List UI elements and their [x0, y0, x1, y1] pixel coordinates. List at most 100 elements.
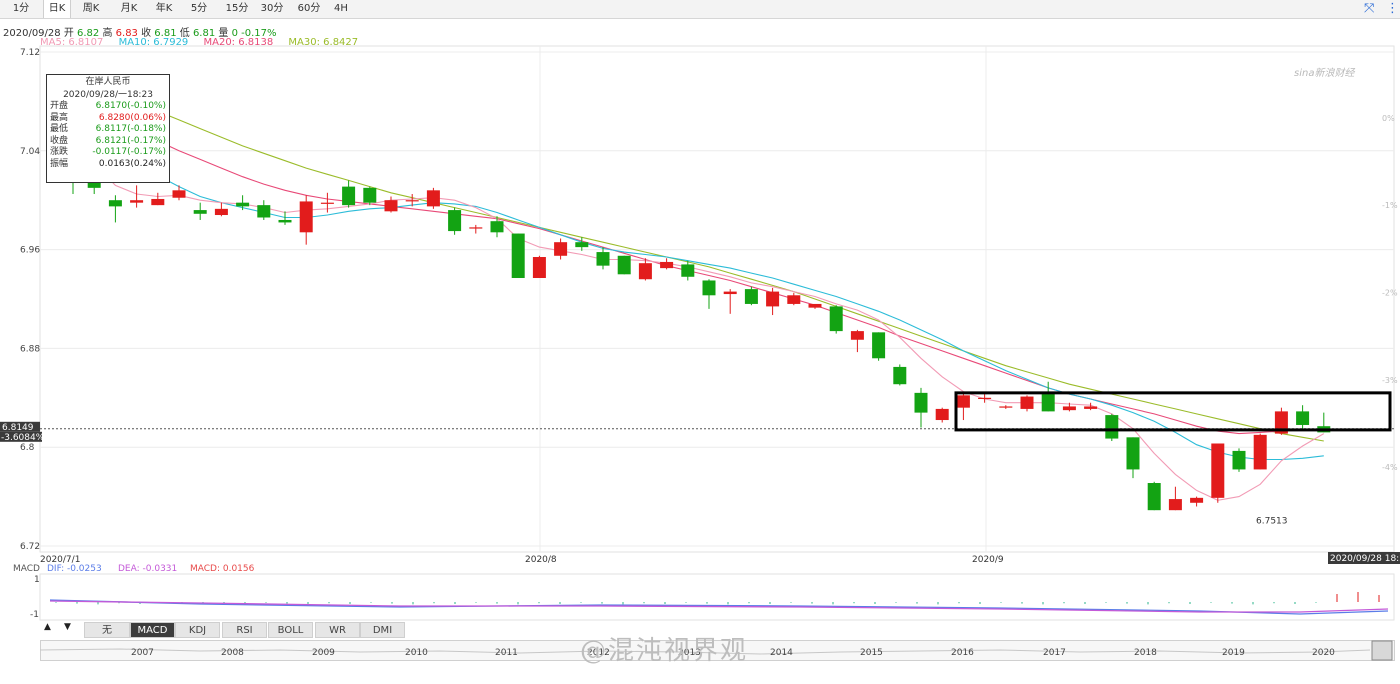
navigator-year-label: 2015 — [860, 648, 883, 658]
candle-body — [299, 201, 313, 233]
macd-dif-line — [49, 599, 1389, 615]
y-tick-label: 6.88 — [20, 344, 40, 354]
tooltip-title: 在岸人民币 — [85, 77, 131, 87]
tab-8[interactable]: 60分 — [297, 3, 321, 14]
candle-body — [151, 198, 165, 206]
candle-body — [829, 306, 843, 332]
fullscreen-icon[interactable]: ⤧ — [1364, 1, 1375, 16]
tab-1[interactable]: 日K — [43, 0, 71, 18]
macd-panel — [39, 573, 1395, 621]
tooltip-row: 开盘 6.8170(-0.10%) — [47, 101, 169, 113]
candle-body — [681, 264, 695, 277]
candle-body — [320, 202, 334, 204]
current-price-text: 6.8149 — [2, 423, 34, 433]
candle-body — [808, 303, 822, 308]
candle-body — [130, 200, 144, 203]
x-axis-label: 2020/8 — [525, 555, 557, 565]
indicator-tab-wr[interactable]: WR — [315, 622, 360, 638]
tooltip-value: 6.8121(-0.17%) — [95, 135, 166, 146]
tooltip-row: 振幅 0.0163(0.24%) — [47, 159, 169, 171]
info-low: 6.81 — [192, 28, 216, 39]
navigator-year-label: 2018 — [1134, 648, 1157, 658]
candle-body — [554, 242, 568, 256]
navigator-year-label: 2019 — [1222, 648, 1245, 658]
x-axis-label: 2020/7/1 — [40, 555, 80, 565]
y-tick-label: 7.04 — [20, 147, 40, 157]
ma20-line — [72, 100, 1324, 435]
candle-body — [1190, 497, 1204, 503]
tooltip-key: 最高 — [50, 112, 69, 123]
info-volume: 0 — [231, 28, 238, 39]
more-menu-icon[interactable]: ⋮ — [1386, 1, 1399, 16]
tab-3[interactable]: 月K — [120, 3, 138, 14]
tooltip-row: 收盘 6.8121(-0.17%) — [47, 136, 169, 148]
info-date: 2020/09/28 — [3, 28, 61, 39]
tab-6[interactable]: 15分 — [225, 3, 249, 14]
candle-body — [257, 205, 271, 218]
scroll-up-arrow-icon[interactable]: ▲ — [44, 622, 51, 632]
indicator-tab-boll[interactable]: BOLL — [268, 622, 313, 638]
last-datetime-text: 2020/09/28 18:23 — [1330, 554, 1400, 564]
macd-dea-label: DEA: -0.0331 — [118, 564, 177, 574]
candle-body — [999, 406, 1013, 408]
navigator-year-label: 2020 — [1312, 648, 1335, 658]
candle-body — [1105, 415, 1119, 439]
candle-body — [638, 263, 652, 280]
candle-body — [1126, 437, 1140, 470]
tooltip-value: 6.8170(-0.10%) — [95, 101, 166, 111]
y-tick-label: 7.12 — [20, 48, 40, 58]
indicator-tab-bar: ▲ ▼ 无 MACD KDJ RSI BOLL WR DMI — [40, 621, 1400, 639]
candle-body — [214, 208, 228, 216]
period-tab-bar: ⤧ ⋮ 1分 日K 周K 月K 年K 5分 15分 30分 60分 4H — [0, 0, 1400, 19]
candle-body — [702, 280, 716, 296]
candle-body — [1041, 394, 1055, 412]
candle-body — [935, 408, 949, 421]
indicator-tab-dmi[interactable]: DMI — [360, 622, 405, 638]
candle-body — [1168, 499, 1182, 511]
tab-4[interactable]: 年K — [155, 3, 173, 14]
tooltip-key: 涨跌 — [50, 147, 69, 157]
candle-body — [384, 200, 398, 212]
indicator-tab-rsi[interactable]: RSI — [222, 622, 267, 638]
navigator-year-label: 2016 — [951, 648, 974, 658]
indicator-tab-macd[interactable]: MACD — [130, 622, 175, 638]
macd-dif-label: DIF: -0.0253 — [47, 564, 102, 574]
sina-finance-logo: sina新浪财经 — [1294, 68, 1355, 79]
candle-body — [532, 257, 546, 279]
candle-body — [1296, 411, 1310, 425]
info-open: 6.82 — [77, 28, 100, 39]
tab-7[interactable]: 30分 — [260, 3, 284, 14]
candle-body — [787, 295, 801, 304]
min-price-label: 6.7513 — [1256, 516, 1288, 526]
candle-body — [660, 261, 674, 269]
last-datetime-tag — [1328, 552, 1400, 564]
candle-body — [405, 200, 419, 202]
right-pct-tick: 0% — [1382, 114, 1395, 123]
tab-0[interactable]: 1分 — [12, 3, 30, 14]
tooltip-row: 涨跌 -0.0117(-0.17%) — [47, 147, 169, 159]
candle-body — [978, 397, 992, 399]
indicator-tab-无[interactable]: 无 — [84, 622, 130, 638]
candle-body — [956, 395, 970, 408]
navigator-year-label: 2011 — [495, 648, 518, 658]
tab-9[interactable]: 4H — [334, 3, 348, 14]
candle-body — [1062, 406, 1076, 411]
scroll-down-arrow-icon[interactable]: ▼ — [64, 622, 71, 632]
candle-body — [236, 202, 250, 207]
info-change: -0.17% — [241, 28, 277, 39]
candle-body — [893, 366, 907, 385]
tab-5[interactable]: 5分 — [190, 3, 208, 14]
candle-body — [193, 210, 207, 214]
ma20-label: MA20: 6.8138 — [203, 37, 274, 48]
navigator-year-label: 2008 — [221, 648, 244, 658]
candle-body — [1274, 411, 1288, 434]
ma30-label: MA30: 6.8427 — [288, 37, 359, 48]
indicator-tab-kdj[interactable]: KDJ — [175, 622, 220, 638]
y-tick-label: 6.72 — [20, 542, 40, 552]
navigator-year-label: 2009 — [312, 648, 335, 658]
current-pct-tag — [0, 431, 42, 442]
tooltip-row: 最高 6.8280(0.06%) — [47, 113, 169, 125]
tab-2[interactable]: 周K — [82, 3, 100, 14]
